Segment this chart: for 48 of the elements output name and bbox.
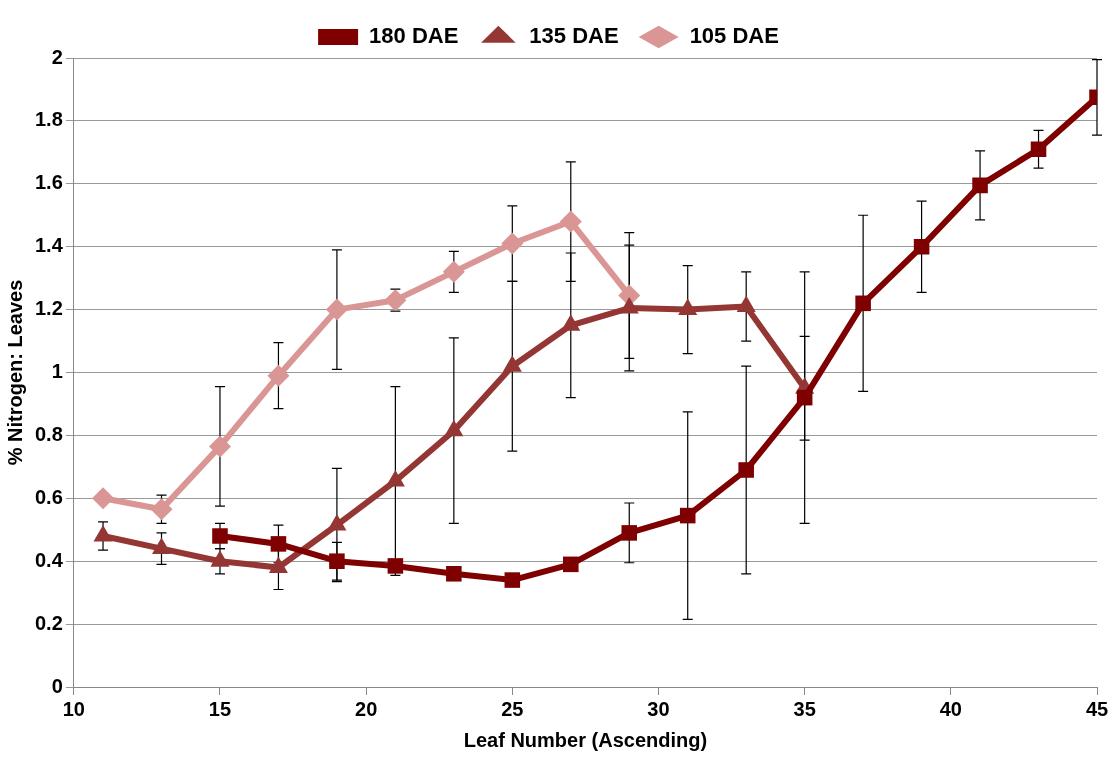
point xyxy=(679,507,696,524)
y-tick-label: 0.6 xyxy=(34,485,63,508)
point xyxy=(150,498,173,521)
point xyxy=(501,232,524,255)
point xyxy=(913,238,930,255)
y-tick-label: 1.4 xyxy=(34,234,64,257)
point xyxy=(563,556,579,573)
point xyxy=(270,536,287,552)
point xyxy=(446,566,462,582)
point xyxy=(387,558,404,574)
point xyxy=(855,295,871,312)
point xyxy=(738,462,754,478)
legend-label: 135 DAE xyxy=(529,23,619,49)
point xyxy=(442,260,465,283)
point xyxy=(796,389,813,406)
point xyxy=(267,364,290,387)
x-tick-label: 45 xyxy=(1085,697,1109,720)
point xyxy=(384,289,407,312)
point xyxy=(92,487,115,510)
point xyxy=(504,572,521,588)
point xyxy=(972,177,988,194)
y-tick-label: 0.8 xyxy=(34,422,63,445)
y-axis-title: % Nitrogen: Leaves xyxy=(3,279,26,466)
legend-label: 180 DAE xyxy=(369,23,459,49)
point xyxy=(329,553,345,569)
point xyxy=(212,528,228,544)
x-tick-label: 35 xyxy=(793,697,816,720)
y-tick-label: 1 xyxy=(51,360,63,383)
y-tick-label: 0 xyxy=(51,674,63,697)
x-tick-label: 20 xyxy=(355,697,378,720)
x-tick-label: 10 xyxy=(62,697,85,720)
y-tick-label: 0.2 xyxy=(34,611,63,634)
point xyxy=(208,435,231,458)
x-tick-label: 25 xyxy=(501,697,524,720)
point xyxy=(1030,141,1047,157)
point xyxy=(325,298,348,321)
y-tick-label: 0.4 xyxy=(34,548,64,571)
point xyxy=(559,210,582,233)
y-tick-label: 2 xyxy=(51,45,63,68)
x-axis-title: Leaf Number (Ascending) xyxy=(463,728,708,751)
point xyxy=(621,525,638,541)
x-tick-label: 15 xyxy=(208,697,232,720)
legend-label: 105 DAE xyxy=(689,23,779,49)
x-tick-label: 40 xyxy=(939,697,962,720)
x-tick-label: 30 xyxy=(647,697,670,720)
y-tick-label: 1.6 xyxy=(34,171,63,194)
y-tick-label: 1.2 xyxy=(34,297,63,320)
y-tick-label: 1.8 xyxy=(34,108,63,131)
